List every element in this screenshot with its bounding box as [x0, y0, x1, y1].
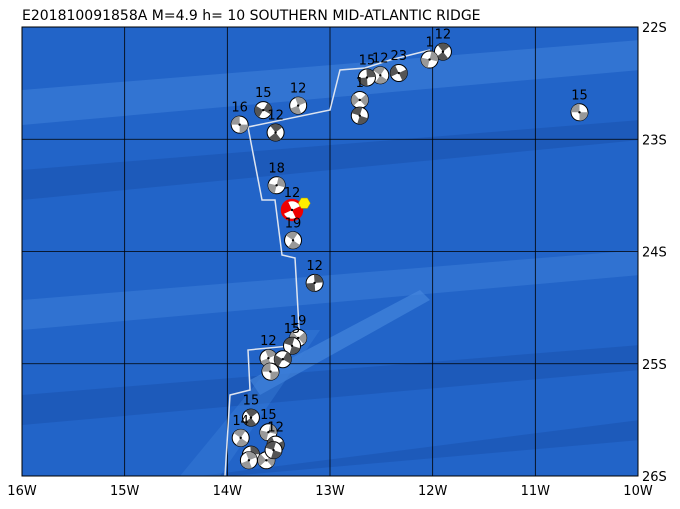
- depth-label: 12: [290, 82, 307, 97]
- depth-label: 15: [284, 322, 301, 337]
- depth-label: 1: [356, 76, 364, 91]
- depth-label: 19: [290, 314, 307, 329]
- focal-mechanism: [273, 350, 292, 369]
- beachball-center: [428, 58, 431, 61]
- depth-label: 19: [285, 216, 302, 231]
- focal-mechanism: [239, 451, 258, 470]
- beachball-center: [281, 358, 284, 361]
- beachball-center: [239, 436, 242, 440]
- beachball-center: [290, 208, 294, 212]
- beachball-center: [269, 370, 272, 373]
- focal-mechanism: [289, 96, 308, 115]
- beachball-compression: [570, 103, 588, 121]
- x-tick-label: 15W: [110, 484, 140, 499]
- beachball-center: [358, 114, 361, 117]
- y-tick-label: 26S: [642, 470, 667, 485]
- x-tick-label: 10W: [623, 484, 653, 499]
- depth-label: 16: [231, 101, 248, 116]
- beachball-compression: [358, 69, 376, 87]
- focal-mechanism: [570, 103, 589, 122]
- depth-label: 18: [268, 161, 285, 176]
- title: E201810091858A M=4.9 h= 10 SOUTHERN MID-…: [22, 8, 481, 24]
- beachball-center: [249, 416, 253, 419]
- beachball-center: [265, 459, 268, 462]
- beachball-center: [296, 336, 300, 340]
- depth-label: 1: [425, 36, 433, 51]
- beachball-center: [578, 111, 581, 114]
- depth-label: 15: [255, 86, 272, 101]
- beachball-compression: [233, 429, 248, 447]
- focal-mechanism: [433, 42, 452, 61]
- beachball-center: [291, 239, 295, 242]
- x-tick-label: 11W: [521, 484, 551, 499]
- beachball-center: [275, 184, 278, 187]
- beachball-compression: [436, 43, 450, 61]
- beachball-center: [238, 123, 241, 126]
- beachball-center: [247, 459, 251, 462]
- depth-label: 12: [372, 51, 389, 66]
- beachball-center: [365, 76, 369, 79]
- beachball-center: [313, 281, 316, 285]
- beachball-compression: [268, 176, 286, 194]
- depth-label: 12: [267, 421, 284, 436]
- focal-mechanism: [284, 231, 303, 250]
- beachball-center: [358, 98, 361, 102]
- beachball-compression: [244, 409, 258, 427]
- x-tick-label: 16W: [7, 484, 37, 499]
- depth-label: 12: [260, 334, 277, 349]
- events: 1512123121511215161218121912191512151512…: [230, 28, 589, 470]
- depth-label: 15: [243, 394, 260, 409]
- depth-label: 15: [359, 54, 376, 69]
- beachball-compression: [261, 363, 279, 381]
- beachball-center: [274, 131, 277, 134]
- frame: [21, 26, 639, 477]
- focal-mechanism: [264, 441, 283, 460]
- x-tick-label: 13W: [315, 484, 345, 499]
- depth-label: 23: [391, 49, 408, 64]
- y-tick-label: 22S: [642, 21, 667, 36]
- beachball-compression: [231, 116, 249, 134]
- beachball-compression: [240, 451, 257, 469]
- focal-mechanism: [350, 90, 369, 109]
- depth-label: 12: [435, 28, 452, 43]
- y-tick-label: 24S: [642, 246, 667, 261]
- depth-label: 14: [232, 414, 249, 429]
- focal-mechanism: [267, 176, 286, 195]
- beachball-center: [397, 71, 400, 75]
- depth-label: 15: [260, 408, 277, 423]
- y-tick-label: 25S: [642, 358, 667, 373]
- focal-mechanism: [266, 123, 285, 142]
- y-tick-label: 23S: [642, 133, 667, 148]
- focal-mechanism: [305, 273, 324, 292]
- focal-mechanism: [280, 198, 304, 222]
- focal-mechanism: [389, 64, 408, 83]
- focal-mechanism: [230, 115, 249, 134]
- focal-mechanism: [283, 336, 302, 355]
- focal-mechanism: [261, 362, 280, 381]
- depth-label: 12: [284, 186, 301, 201]
- depth-label: 12: [267, 109, 284, 124]
- depth-label: 15: [571, 88, 588, 103]
- plate-boundary: [224, 49, 431, 477]
- beachball-center: [267, 356, 270, 360]
- focal-mechanism: [350, 106, 369, 125]
- epicenter: [298, 197, 311, 209]
- focal-mechanism: [357, 68, 376, 87]
- depth-label: 12: [306, 259, 323, 274]
- x-tick-label: 14W: [213, 484, 243, 499]
- beachball-center: [262, 108, 265, 112]
- focal-mechanism: [241, 408, 260, 427]
- beachball-center: [290, 344, 294, 347]
- focal-mechanism: [254, 101, 273, 120]
- x-tick-label: 12W: [418, 484, 448, 499]
- beachball-center: [441, 50, 445, 53]
- beachball-center: [272, 448, 275, 452]
- beachball-center: [267, 431, 270, 434]
- focal-mechanism: [420, 50, 439, 69]
- focal-mechanism: [231, 428, 250, 447]
- beachball-center: [379, 74, 382, 77]
- beachball-compression: [260, 349, 277, 367]
- beachball-center: [296, 104, 300, 107]
